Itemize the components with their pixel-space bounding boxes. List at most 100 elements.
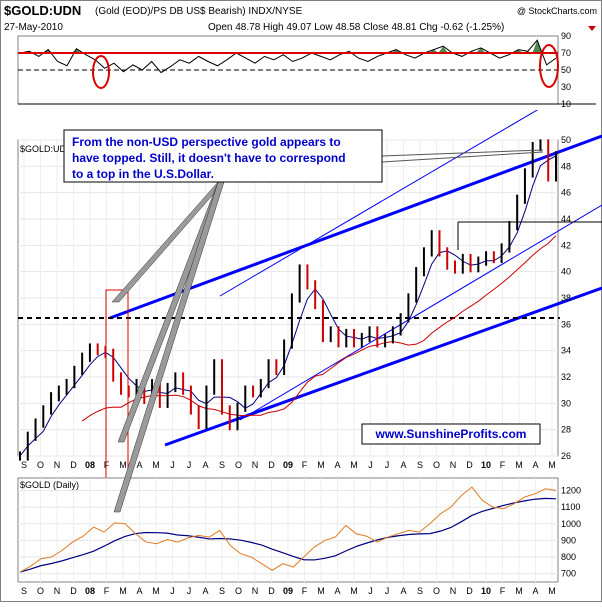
gold-x-label: N — [450, 586, 457, 596]
upper-channel-line — [109, 134, 602, 320]
price-x-label: J — [368, 460, 373, 470]
price-x-label: F — [104, 460, 110, 470]
price-x-label: F — [302, 460, 308, 470]
price-x-label: N — [252, 460, 259, 470]
gold-x-label: A — [202, 586, 208, 596]
gold-x-label: D — [466, 586, 473, 596]
gold-x-label: N — [252, 586, 259, 596]
gold-x-label: O — [235, 586, 242, 596]
gold-x-label: S — [417, 586, 423, 596]
rsi-tick-label: 30 — [561, 82, 571, 92]
short-moving-average — [19, 155, 557, 457]
gold-x-label: M — [350, 586, 358, 596]
gold-x-label: J — [170, 586, 175, 596]
gold-tick-label: 1100 — [561, 502, 580, 512]
annotation-line-1: From the non-USD perspective gold appear… — [72, 135, 341, 149]
rsi-overbought-fill — [24, 40, 542, 53]
price-x-label: D — [70, 460, 77, 470]
gold-tick-label: 1000 — [561, 519, 581, 529]
price-x-label: J — [170, 460, 175, 470]
website-box[interactable]: www.SunshineProfits.com — [361, 423, 541, 445]
price-x-label: S — [417, 460, 423, 470]
price-tick-label: 34 — [561, 346, 571, 356]
price-x-label: D — [268, 460, 275, 470]
price-x-label: M — [119, 460, 127, 470]
upper-thin-line — [219, 110, 539, 297]
price-x-label: N — [54, 460, 61, 470]
gold-x-label: M — [119, 586, 127, 596]
rsi-tick-label: 90 — [561, 31, 571, 41]
price-x-label: D — [466, 460, 473, 470]
price-tick-label: 28 — [561, 425, 571, 435]
chart-symbol: $GOLD:UDN — [4, 3, 81, 18]
price-tick-label: 26 — [561, 451, 571, 461]
price-bars — [19, 139, 557, 461]
annotation-box: From the non-USD perspective gold appear… — [63, 129, 383, 183]
gold-x-label: M — [515, 586, 523, 596]
price-x-label: 08 — [85, 460, 95, 470]
annotation-line-2: have topped. Still, it doesn't have to c… — [72, 151, 346, 165]
gold-x-label: O — [37, 586, 44, 596]
gold-x-label: D — [268, 586, 275, 596]
price-x-label: F — [500, 460, 506, 470]
pointer-top — [381, 149, 544, 157]
annotation-line-3: to a top in the U.S.Dollar. — [72, 167, 214, 181]
gold-x-label: N — [54, 586, 61, 596]
website-link[interactable]: www.SunshineProfits.com — [375, 427, 527, 441]
gold-x-label: M — [152, 586, 160, 596]
price-x-label: S — [21, 460, 27, 470]
price-x-label: M — [548, 460, 556, 470]
gold-tick-label: 1200 — [561, 485, 581, 495]
gold-tick-label: 800 — [561, 552, 576, 562]
price-tick-label: 42 — [561, 240, 571, 250]
gold-x-label: J — [368, 586, 373, 596]
gold-x-label: D — [70, 586, 77, 596]
price-tick-label: 38 — [561, 293, 571, 303]
price-tick-label: 40 — [561, 267, 571, 277]
price-x-label: M — [317, 460, 325, 470]
gold-moving-average — [19, 497, 557, 573]
chart-credit: @ StockCharts.com — [517, 6, 597, 16]
price-tick-label: 48 — [561, 161, 571, 171]
gold-x-label: M — [317, 586, 325, 596]
gold-price-line — [19, 486, 557, 573]
price-x-label: O — [235, 460, 242, 470]
gold-x-label: J — [187, 586, 192, 596]
price-x-label: A — [202, 460, 208, 470]
price-tick-label: 36 — [561, 319, 571, 329]
price-x-label: S — [219, 460, 225, 470]
price-tick-label: 44 — [561, 214, 571, 224]
gold-x-label: M — [548, 586, 556, 596]
rsi-tick-label: 70 — [561, 48, 571, 58]
price-x-label: 09 — [283, 460, 293, 470]
gold-x-label: 09 — [283, 586, 293, 596]
gold-tick-label: 900 — [561, 535, 576, 545]
price-tick-label: 50 — [561, 135, 571, 145]
gold-x-label: 08 — [85, 586, 95, 596]
long-moving-average — [81, 235, 557, 422]
down-arrow-icon — [588, 26, 596, 31]
price-x-label: O — [37, 460, 44, 470]
gold-x-label: A — [400, 586, 406, 596]
gold-x-label: 10 — [481, 586, 491, 596]
price-tick-label: 30 — [561, 398, 571, 408]
price-x-label: M — [350, 460, 358, 470]
annotation-frame — [63, 129, 383, 183]
price-x-label: O — [433, 460, 440, 470]
price-x-label: M — [152, 460, 160, 470]
price-panel-label: $GOLD:UDN — [20, 144, 73, 154]
price-tick-label: 32 — [561, 372, 571, 382]
gold-x-label: S — [219, 586, 225, 596]
gold-panel-label: $GOLD (Daily) — [20, 480, 79, 490]
chart-ohlc: Open 48.78 High 49.07 Low 48.58 Close 48… — [208, 22, 504, 33]
price-x-label: N — [450, 460, 457, 470]
pointer-top-2 — [381, 151, 544, 163]
price-x-label: J — [385, 460, 390, 470]
price-x-label: A — [334, 460, 340, 470]
gold-x-label: O — [433, 586, 440, 596]
website-frame — [361, 423, 541, 445]
